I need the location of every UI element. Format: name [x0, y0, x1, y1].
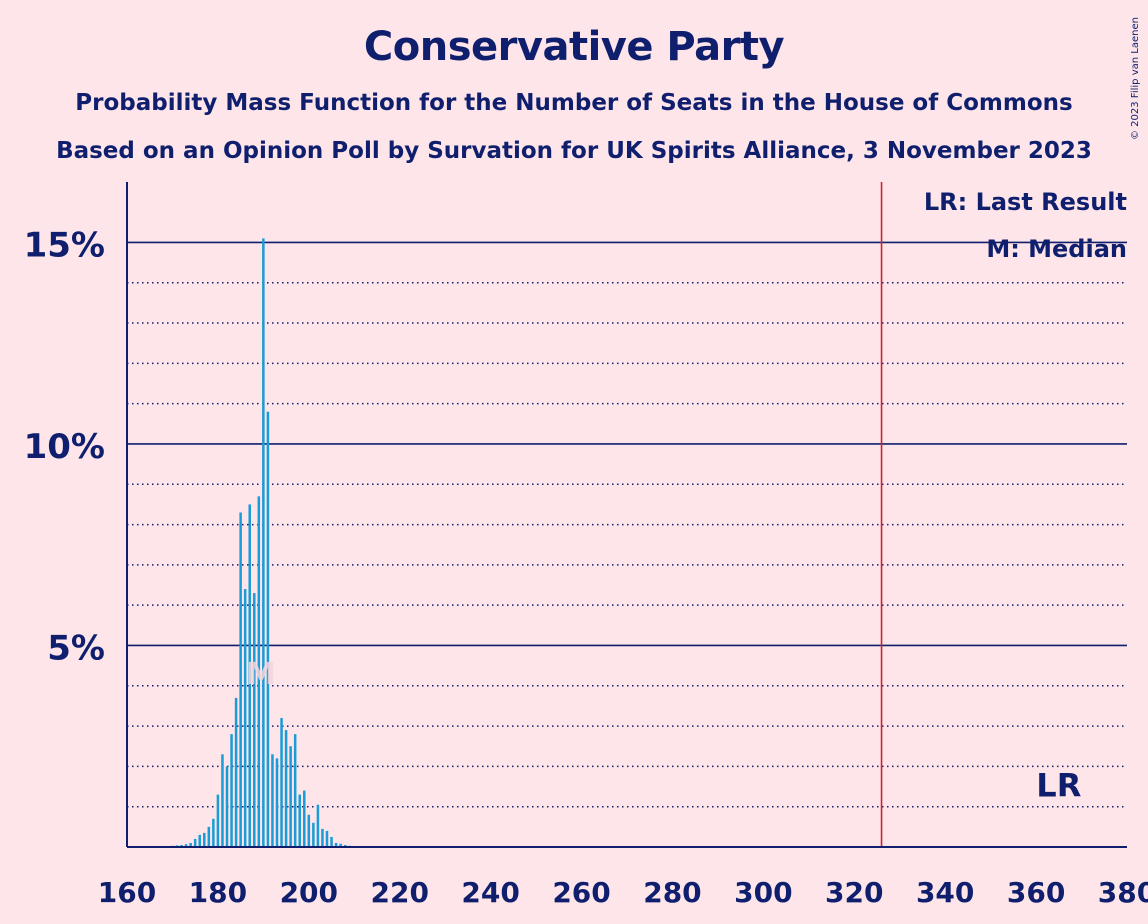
last-result-marker: LR [1036, 767, 1081, 805]
x-tick-label: 160 [98, 876, 156, 909]
bar [212, 818, 215, 847]
x-tick-label: 200 [280, 876, 338, 909]
x-tick-label: 180 [189, 876, 247, 909]
bar [253, 593, 256, 847]
bar [330, 836, 333, 847]
bar [180, 844, 183, 847]
median-marker: M [246, 657, 276, 692]
x-tick-label: 300 [734, 876, 792, 909]
bar [207, 826, 211, 847]
bar [275, 758, 279, 847]
bar [280, 718, 283, 847]
y-tick-label: 5% [47, 628, 105, 668]
chart-subtitle: Probability Mass Function for the Number… [75, 90, 1073, 116]
bar [243, 589, 247, 847]
bar [234, 697, 238, 847]
bar [271, 754, 274, 847]
bar [321, 828, 324, 847]
bar [221, 754, 224, 847]
bar [184, 844, 188, 847]
x-tick-label: 240 [461, 876, 519, 909]
y-tick-label: 15% [24, 225, 105, 265]
bar [257, 496, 261, 847]
bar [266, 411, 270, 847]
bar [325, 830, 329, 847]
legend-last-result: LR: Last Result [924, 188, 1127, 216]
bar [216, 794, 220, 847]
bar [334, 842, 338, 847]
axes [126, 182, 1127, 848]
bar [262, 238, 265, 847]
bar [339, 843, 342, 847]
bar [189, 842, 192, 847]
bar [303, 790, 306, 847]
x-tick-label: 280 [643, 876, 701, 909]
x-tick-label: 380 [1098, 876, 1148, 909]
bar [203, 832, 206, 847]
bar [248, 504, 251, 847]
x-tick-label: 360 [1007, 876, 1065, 909]
bar [343, 844, 347, 847]
bar [193, 838, 197, 847]
chart-source-note: Based on an Opinion Poll by Survation fo… [56, 138, 1092, 164]
x-tick-label: 220 [371, 876, 429, 909]
gridlines [127, 182, 1127, 847]
bar [293, 734, 297, 847]
bar [230, 734, 233, 847]
bar [225, 766, 229, 847]
bar [316, 804, 320, 847]
bar [312, 822, 315, 847]
chart-title: Conservative Party [363, 24, 785, 70]
bar [239, 512, 242, 847]
y-tick-label: 10% [24, 427, 105, 467]
bars [162, 238, 365, 848]
x-tick-label: 260 [552, 876, 610, 909]
bar [289, 746, 292, 847]
x-tick-label: 320 [825, 876, 883, 909]
bar [298, 794, 301, 847]
legend-median: M: Median [986, 235, 1127, 263]
labels: 15% 10% 5% M 160 180 200 220 240 260 280 300 320 340 3… [24, 188, 1148, 909]
x-tick-label: 340 [916, 876, 974, 909]
bar [198, 834, 201, 847]
bar [284, 730, 288, 847]
bar [307, 814, 311, 847]
